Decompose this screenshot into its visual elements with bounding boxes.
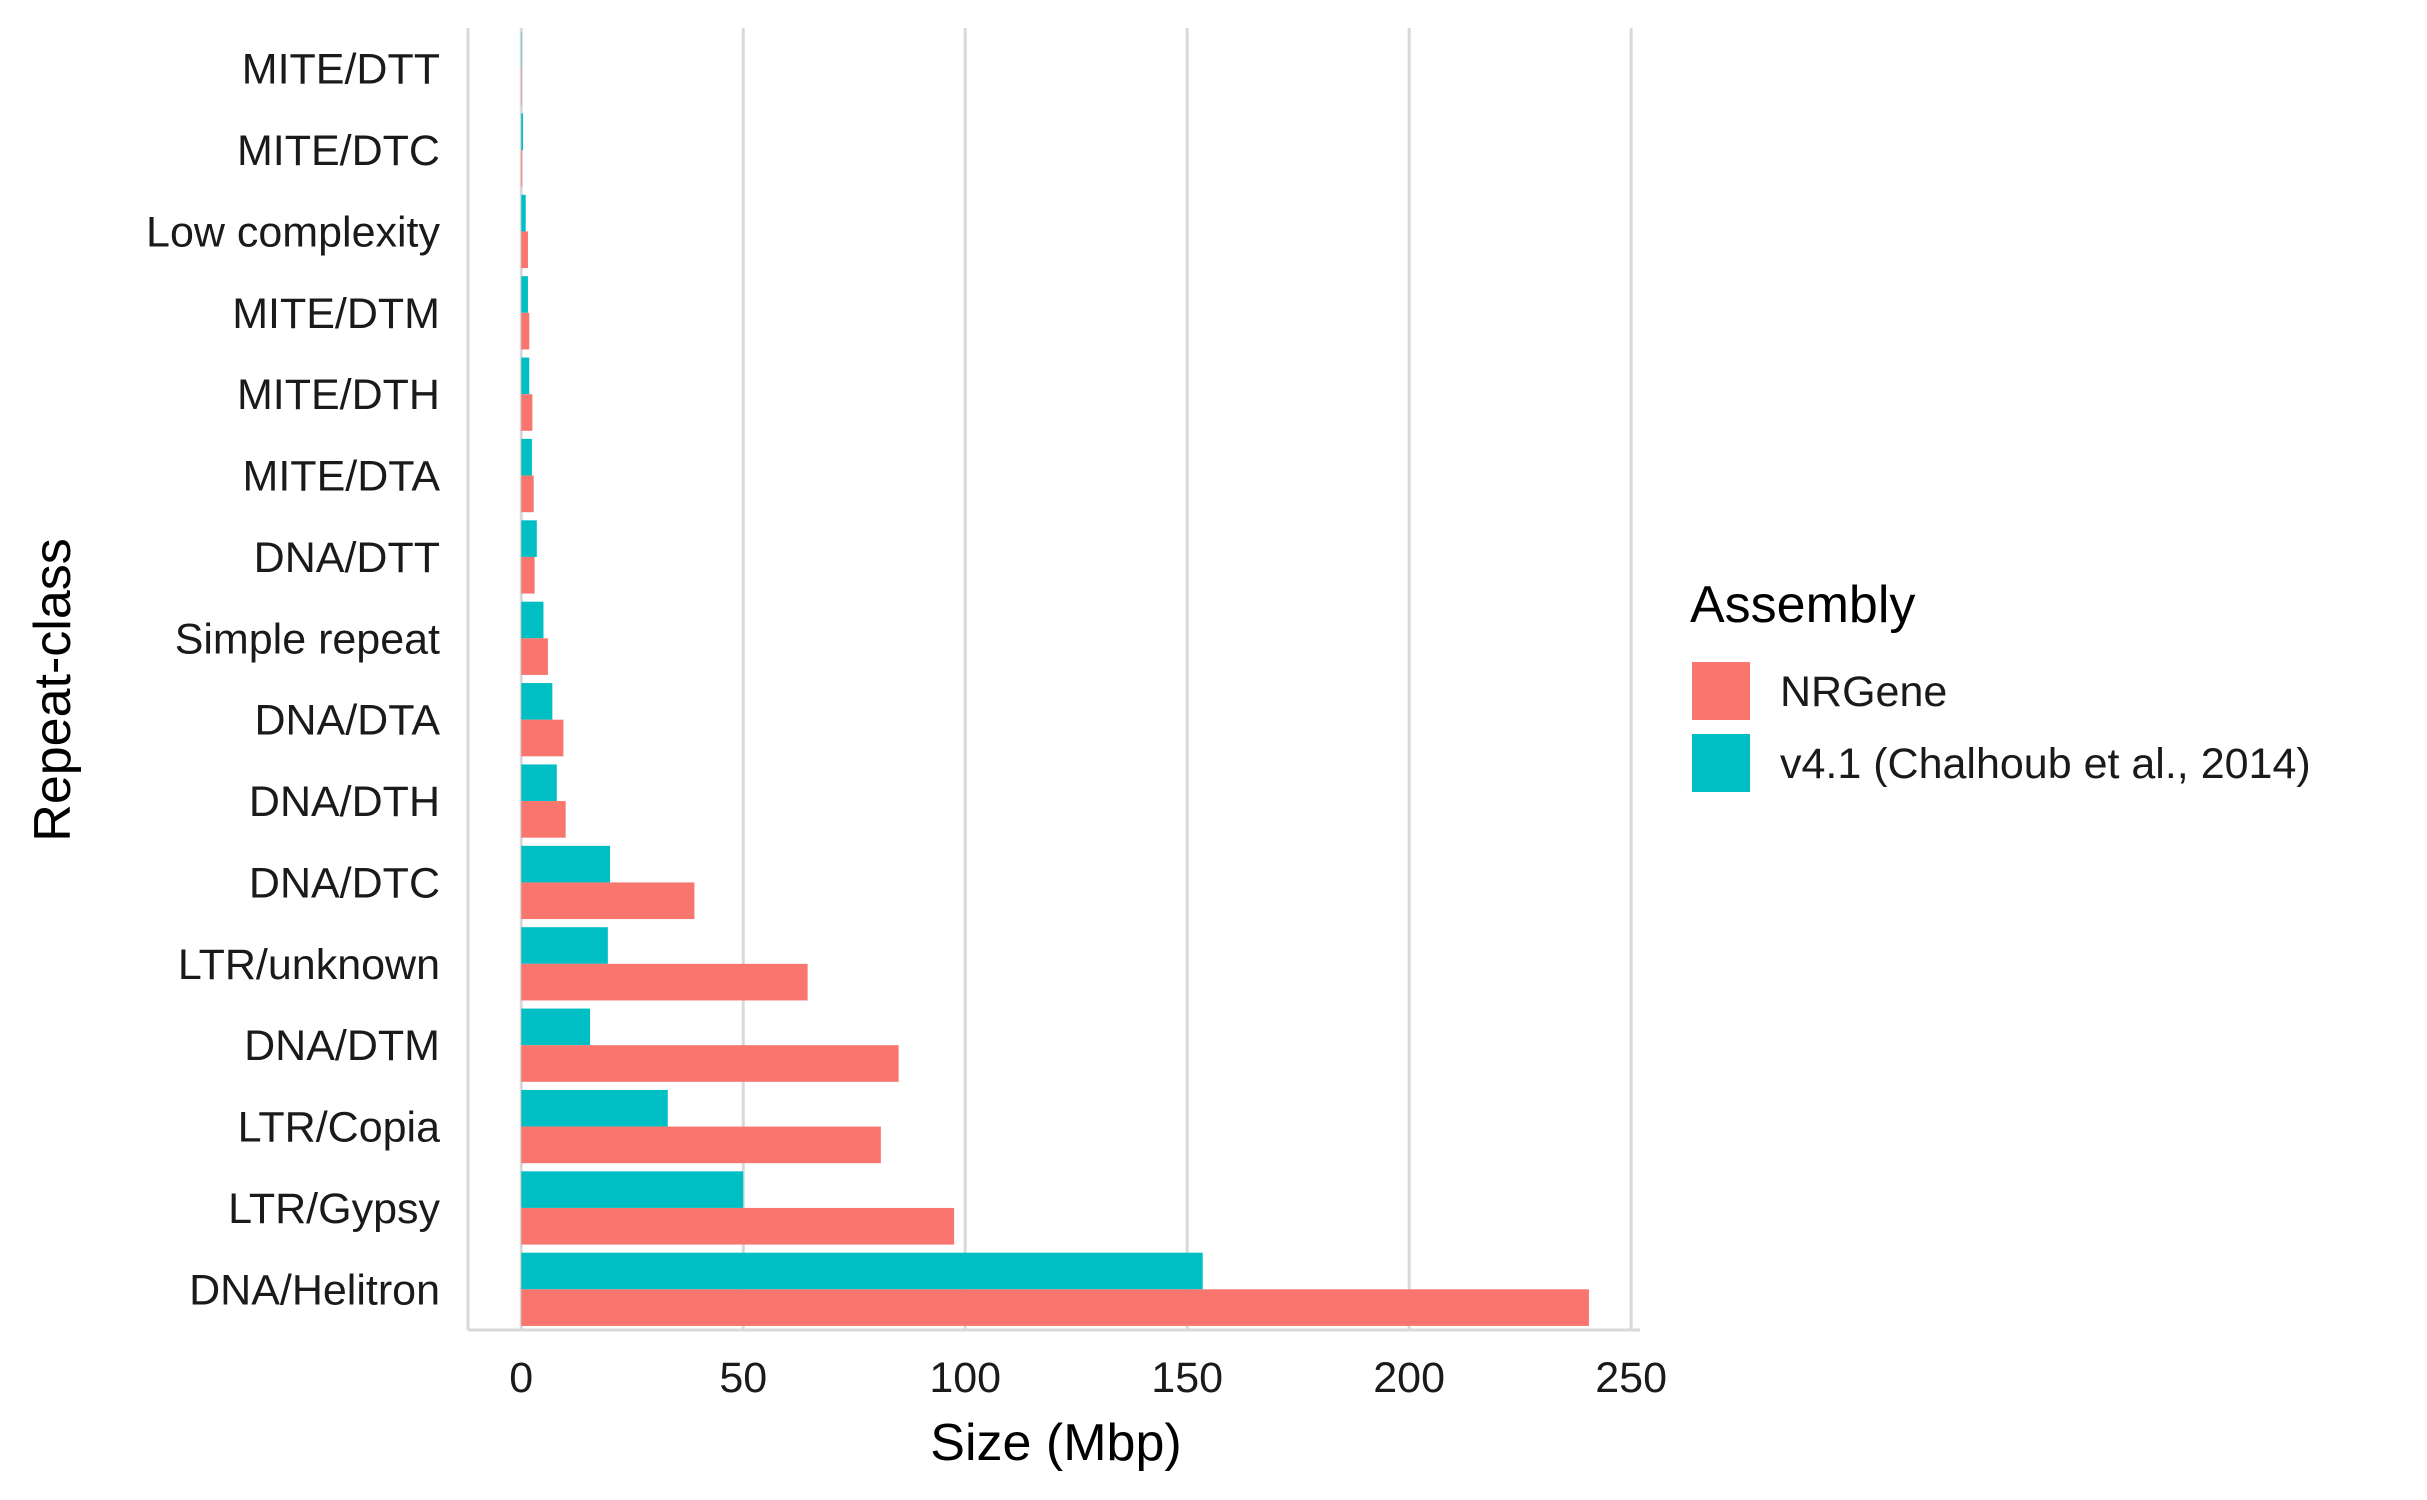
bar-nrgene [521,312,530,350]
bar-v4-1 [521,113,524,151]
y-tick-label: DNA/DTM [244,1022,440,1070]
y-tick-label: DNA/DTA [254,697,440,745]
y-tick-labels: MITE/DTT MITE/DTC Low complexity MITE/DTM MI… [146,46,440,1315]
bar-nrgene [521,1045,899,1082]
bar-v4-1 [521,357,530,395]
bar-v4-1 [521,438,532,476]
bar-nrgene [521,394,533,431]
y-tick-label: MITE/DTT [242,46,440,94]
bar-nrgene [521,801,566,838]
bar-nrgene [521,1207,955,1245]
y-tick-label: DNA/DTC [249,859,440,907]
y-tick-label: LTR/Gypsy [228,1185,440,1233]
bar-nrgene [521,638,548,675]
bar-v4-1 [521,601,544,639]
x-tick-label: 200 [1373,1354,1445,1402]
legend-label: v4.1 (Chalhoub et al., 2014) [1780,740,2311,788]
x-tick-label: 100 [929,1354,1001,1402]
bar-v4-1 [521,194,526,232]
legend: Assembly NRGene v4.1 (Chalhoub et al., 20… [1690,576,2311,792]
y-axis-title: Repeat-class [24,538,82,841]
y-tick-label: MITE/DTH [237,371,440,419]
y-tick-label: MITE/DTA [243,453,441,501]
bar-nrgene [521,231,528,269]
y-tick-label: MITE/DTM [232,290,440,338]
bar-nrgene [521,556,535,594]
bar-nrgene [521,475,534,513]
y-tick-label: DNA/Helitron [189,1266,440,1314]
y-tick-label: Simple repeat [175,615,440,663]
legend-swatch [1692,662,1750,720]
bar-nrgene [521,882,695,920]
x-tick-label: 0 [509,1354,533,1402]
bars [521,32,1589,1326]
legend-title: Assembly [1690,576,1915,634]
legend-swatch [1692,734,1750,792]
bar-v4-1 [521,1089,668,1127]
x-tick-label: 50 [719,1354,767,1402]
y-tick-label: MITE/DTC [237,127,440,175]
x-tick-label: 150 [1151,1354,1223,1402]
y-tick-label: LTR/Copia [238,1104,440,1152]
bar-nrgene [521,150,523,187]
bar-v4-1 [521,845,611,883]
bar-v4-1 [521,683,553,720]
legend-items: NRGene v4.1 (Chalhoub et al., 2014) [1692,662,2311,792]
bar-nrgene [521,1126,881,1164]
bar-nrgene [521,1289,1589,1326]
bar-v4-1 [521,520,537,557]
bar-v4-1 [521,1008,591,1046]
bar-nrgene [521,963,808,1001]
y-tick-label: Low complexity [146,208,440,256]
bar-v4-1 [521,764,557,802]
y-tick-label: LTR/unknown [178,941,440,989]
x-tick-labels: 0 50 100 150 200 250 [509,1354,1667,1402]
bar-v4-1 [521,927,608,964]
x-axis-title: Size (Mbp) [930,1414,1181,1472]
x-tick-label: 250 [1595,1354,1667,1402]
legend-label: NRGene [1780,668,1947,716]
bar-v4-1 [521,1171,744,1208]
bar-nrgene [521,719,564,757]
y-tick-label: DNA/DTH [249,778,440,826]
y-tick-label: DNA/DTT [254,534,440,582]
bar-v4-1 [521,276,528,313]
bar-v4-1 [521,1252,1203,1290]
